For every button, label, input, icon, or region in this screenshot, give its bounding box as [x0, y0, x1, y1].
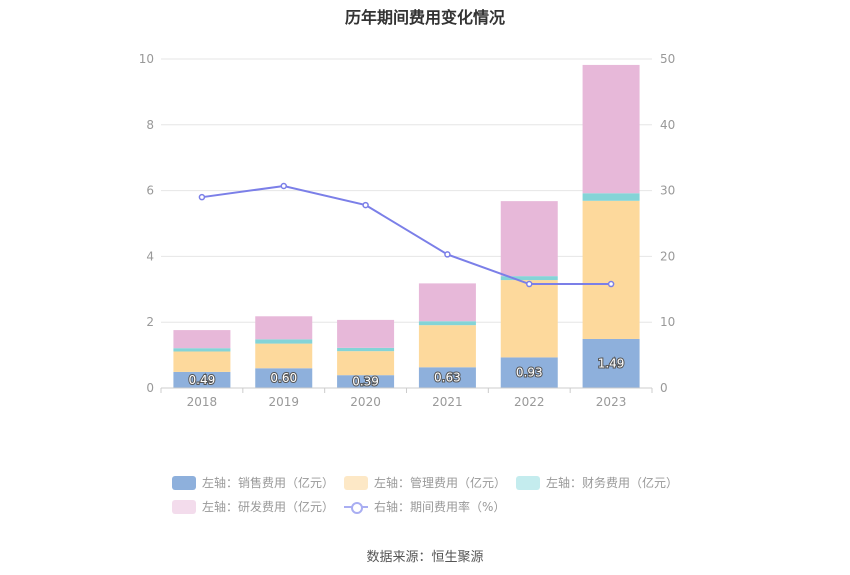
bar-2018-series-2 [173, 348, 231, 352]
bar-2018-series-3 [173, 330, 231, 349]
bar-2023-series-3 [582, 64, 640, 194]
legend-swatch-finance [516, 475, 540, 490]
y-left-tick-label: 0 [146, 381, 154, 395]
legend-label-expense-ratio: 右轴：期间费用率（%） [374, 500, 506, 514]
bar-2021-series-3 [418, 283, 476, 322]
bar-2022-series-2 [500, 276, 558, 281]
bar-2019-series-0 [255, 368, 313, 388]
axes: 0 2 4 6 8 10 0 10 20 30 40 50 2018 2019 2020 2021 2022 20… [139, 52, 676, 409]
y-right-tick-label: 30 [660, 184, 675, 198]
bar-data-label: 0.39 [352, 375, 379, 389]
bar-2021-series-0 [418, 367, 476, 388]
bar-2023-series-1 [582, 200, 640, 339]
y-left-tick-label: 8 [146, 118, 154, 132]
data-labels: 0.49 0.60 0.39 0.63 0.93 1.49 [188, 355, 626, 389]
chart-plot: 0.49 0.60 0.39 0.63 0.93 1.49 0 2 4 6 8 10 0 10 20 30 4… [139, 52, 676, 409]
legend-item-finance[interactable]: 左轴：财务费用（亿元） [516, 474, 678, 491]
expense-ratio-point [198, 193, 206, 201]
bar-2022-series-1 [500, 280, 558, 358]
bar-2020-series-3 [337, 319, 395, 348]
x-tick-label: 2023 [596, 395, 627, 409]
bar-series [173, 64, 640, 388]
legend-label-finance: 左轴：财务费用（亿元） [546, 476, 679, 490]
legend-swatch-sales [172, 475, 196, 490]
legend-swatch-admin [344, 475, 368, 490]
bar-2020-series-2 [337, 347, 395, 352]
legend-swatch-rnd [172, 499, 196, 514]
bar-2018-series-0 [173, 371, 231, 388]
bar-2023-series-0 [582, 338, 640, 388]
expense-ratio-point [362, 201, 369, 209]
y-left-tick-label: 4 [146, 249, 154, 263]
legend-label-rnd: 左轴：研发费用（亿元） [202, 500, 335, 514]
legend-item-admin[interactable]: 左轴：管理费用（亿元） [344, 474, 506, 491]
bar-data-label: 0.60 [270, 371, 297, 385]
expense-ratio-point [526, 280, 533, 288]
grid-lines [161, 58, 652, 323]
y-right-tick-label: 0 [660, 381, 668, 395]
x-tick-label: 2019 [268, 395, 299, 409]
legend-swatch-expense-ratio [344, 500, 368, 514]
y-right-tick-label: 10 [660, 315, 675, 329]
legend-label-admin: 左轴：管理费用（亿元） [374, 476, 507, 490]
expense-ratio-line [201, 184, 612, 286]
expense-ratio-point [444, 251, 451, 258]
legend-item-expense-ratio[interactable]: 右轴：期间费用率（%） [344, 498, 505, 515]
y-left-tick-label: 6 [146, 184, 154, 198]
bar-2019-series-2 [255, 339, 313, 344]
bar-data-label: 0.63 [434, 371, 461, 385]
legend-item-sales[interactable]: 左轴：销售费用（亿元） [172, 474, 334, 491]
x-tick-label: 2020 [350, 395, 381, 409]
bar-2020-series-0 [337, 375, 395, 388]
data-source: 数据来源：恒生聚源 [366, 550, 484, 565]
expense-ratio-point [280, 182, 287, 190]
y-left-tick-label: 10 [139, 52, 154, 66]
y-right-tick-label: 40 [660, 118, 675, 132]
legend-item-rnd[interactable]: 左轴：研发费用（亿元） [172, 498, 334, 515]
bar-data-label: 0.93 [516, 366, 543, 380]
chart-title: 历年期间费用变化情况 [344, 8, 505, 27]
y-right-tick-label: 20 [660, 249, 675, 263]
bar-2018-series-1 [173, 351, 231, 372]
legend-label-sales: 左轴：销售费用（亿元） [202, 476, 335, 490]
bar-2019-series-1 [255, 343, 313, 369]
bar-2021-series-2 [418, 321, 476, 326]
expense-ratio-point [607, 280, 615, 288]
bar-2023-series-2 [582, 193, 640, 201]
y-right-tick-label: 50 [660, 52, 675, 66]
bar-2022-series-0 [500, 357, 558, 388]
line-series [198, 182, 615, 288]
bar-data-label: 0.49 [189, 373, 216, 387]
x-tick-label: 2021 [432, 395, 463, 409]
bar-2019-series-3 [255, 316, 313, 340]
x-tick-label: 2018 [187, 395, 218, 409]
bar-data-label: 1.49 [598, 356, 625, 370]
bar-2022-series-3 [500, 201, 558, 277]
bar-2020-series-1 [337, 351, 395, 376]
x-tick-label: 2022 [514, 395, 545, 409]
bar-2021-series-1 [418, 325, 476, 368]
y-left-tick-label: 2 [146, 315, 154, 329]
